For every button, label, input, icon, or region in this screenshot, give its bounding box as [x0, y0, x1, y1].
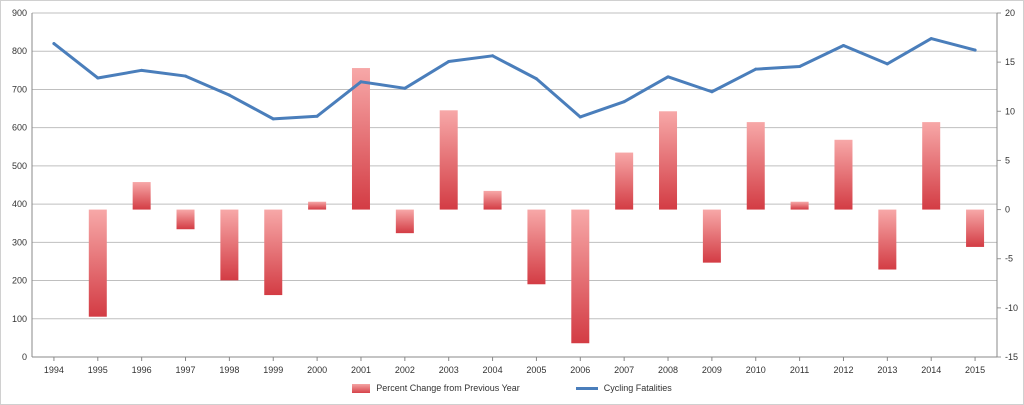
bar [659, 111, 678, 210]
y-left-tick-label: 400 [12, 199, 27, 209]
x-tick-label: 1995 [88, 365, 108, 375]
bar [702, 209, 721, 263]
legend-item-line: Cycling Fatalities [575, 383, 672, 393]
y-left-tick-label: 600 [12, 123, 27, 133]
bar [571, 209, 590, 344]
x-tick-label: 2015 [965, 365, 985, 375]
y-left-tick-label: 100 [12, 314, 27, 324]
x-tick-label: 2001 [351, 365, 371, 375]
line-point [52, 42, 56, 46]
line-point [359, 80, 363, 84]
x-tick-label: 2006 [570, 365, 590, 375]
line-point [403, 86, 407, 90]
bar [351, 68, 370, 210]
y-left-tick-label: 700 [12, 84, 27, 94]
grid [32, 12, 997, 358]
bar [88, 209, 107, 317]
line-point [666, 75, 670, 79]
legend-label-line: Cycling Fatalities [603, 383, 672, 393]
line-point [227, 93, 231, 97]
line-point [929, 37, 933, 41]
x-tick-label: 2000 [307, 365, 327, 375]
y-right-tick-label: 10 [1005, 106, 1015, 116]
line-point [710, 90, 714, 94]
line-point [578, 115, 582, 119]
line-point [973, 48, 977, 52]
bar [746, 122, 765, 210]
line-point [491, 54, 495, 58]
line-point [447, 60, 451, 64]
line-point [271, 117, 275, 121]
x-tick-label: 2008 [658, 365, 678, 375]
x-tick-label: 2003 [439, 365, 459, 375]
line-series [52, 37, 977, 121]
y-right-tick-label: -5 [1005, 254, 1013, 264]
y-left-tick-label: 0 [22, 352, 27, 362]
legend: Percent Change from Previous Year Cyclin… [1, 383, 1023, 393]
x-tick-label: 2004 [483, 365, 503, 375]
x-tick-label: 2010 [746, 365, 766, 375]
bar [922, 122, 941, 210]
line-point [140, 68, 144, 72]
line-point [315, 114, 319, 118]
y-right-tick-label: 15 [1005, 57, 1015, 67]
bar [220, 209, 239, 281]
series-line [52, 37, 977, 121]
line-point [754, 67, 758, 71]
x-tick-label: 1997 [176, 365, 196, 375]
x-tick-label: 2007 [614, 365, 634, 375]
bar [264, 209, 283, 296]
bar [834, 139, 853, 210]
bar-series [88, 68, 985, 344]
y-right-tick-label: 5 [1005, 155, 1010, 165]
bar [439, 110, 458, 210]
line-point [534, 77, 538, 81]
bar [527, 209, 546, 285]
bar [966, 209, 985, 247]
axes: 0 100 200 300 400 500 600 700 800 900 -15 -10 -5 0 5 10… [12, 8, 1018, 375]
line-point [841, 43, 845, 47]
x-tick-label: 1999 [263, 365, 283, 375]
y-left-tick-label: 800 [12, 46, 27, 56]
bar [483, 190, 502, 210]
bar [308, 201, 327, 210]
y-right-tick-label: -15 [1005, 352, 1018, 362]
y-left-tick-label: 500 [12, 161, 27, 171]
legend-swatch-line [575, 386, 598, 390]
line-point [96, 76, 100, 80]
x-tick-label: 2011 [790, 365, 809, 375]
x-tick-label: 2014 [921, 365, 941, 375]
y-left-tick-label: 300 [12, 237, 27, 247]
y-right-tick-label: 0 [1005, 205, 1010, 215]
x-tick-label: 1998 [219, 365, 239, 375]
bar [790, 201, 809, 210]
x-tick-label: 2002 [395, 365, 415, 375]
x-tick-label: 2005 [526, 365, 546, 375]
bar [615, 152, 634, 210]
bar [395, 209, 414, 234]
x-tick-label: 2009 [702, 365, 722, 375]
y-left-tick-label: 200 [12, 276, 27, 286]
y-right-tick-label: 20 [1005, 8, 1015, 18]
legend-label-bars: Percent Change from Previous Year [376, 383, 520, 393]
chart-svg: 0 100 200 300 400 500 600 700 800 900 -15 -10 -5 0 5 10… [12, 8, 1018, 375]
line-point [798, 65, 802, 69]
y-right-tick-label: -10 [1005, 303, 1018, 313]
x-tick-label: 2013 [877, 365, 897, 375]
y-left-tick-label: 900 [12, 8, 27, 18]
bar [878, 209, 897, 270]
legend-item-bars: Percent Change from Previous Year [352, 383, 520, 393]
line-point [184, 74, 188, 78]
x-tick-label: 1994 [44, 365, 64, 375]
x-tick-label: 1996 [132, 365, 152, 375]
line-point [622, 100, 626, 104]
legend-swatch-bars [352, 383, 371, 393]
bar [176, 209, 195, 230]
line-point [885, 62, 889, 66]
x-tick-label: 2012 [833, 365, 853, 375]
bar [132, 182, 151, 210]
